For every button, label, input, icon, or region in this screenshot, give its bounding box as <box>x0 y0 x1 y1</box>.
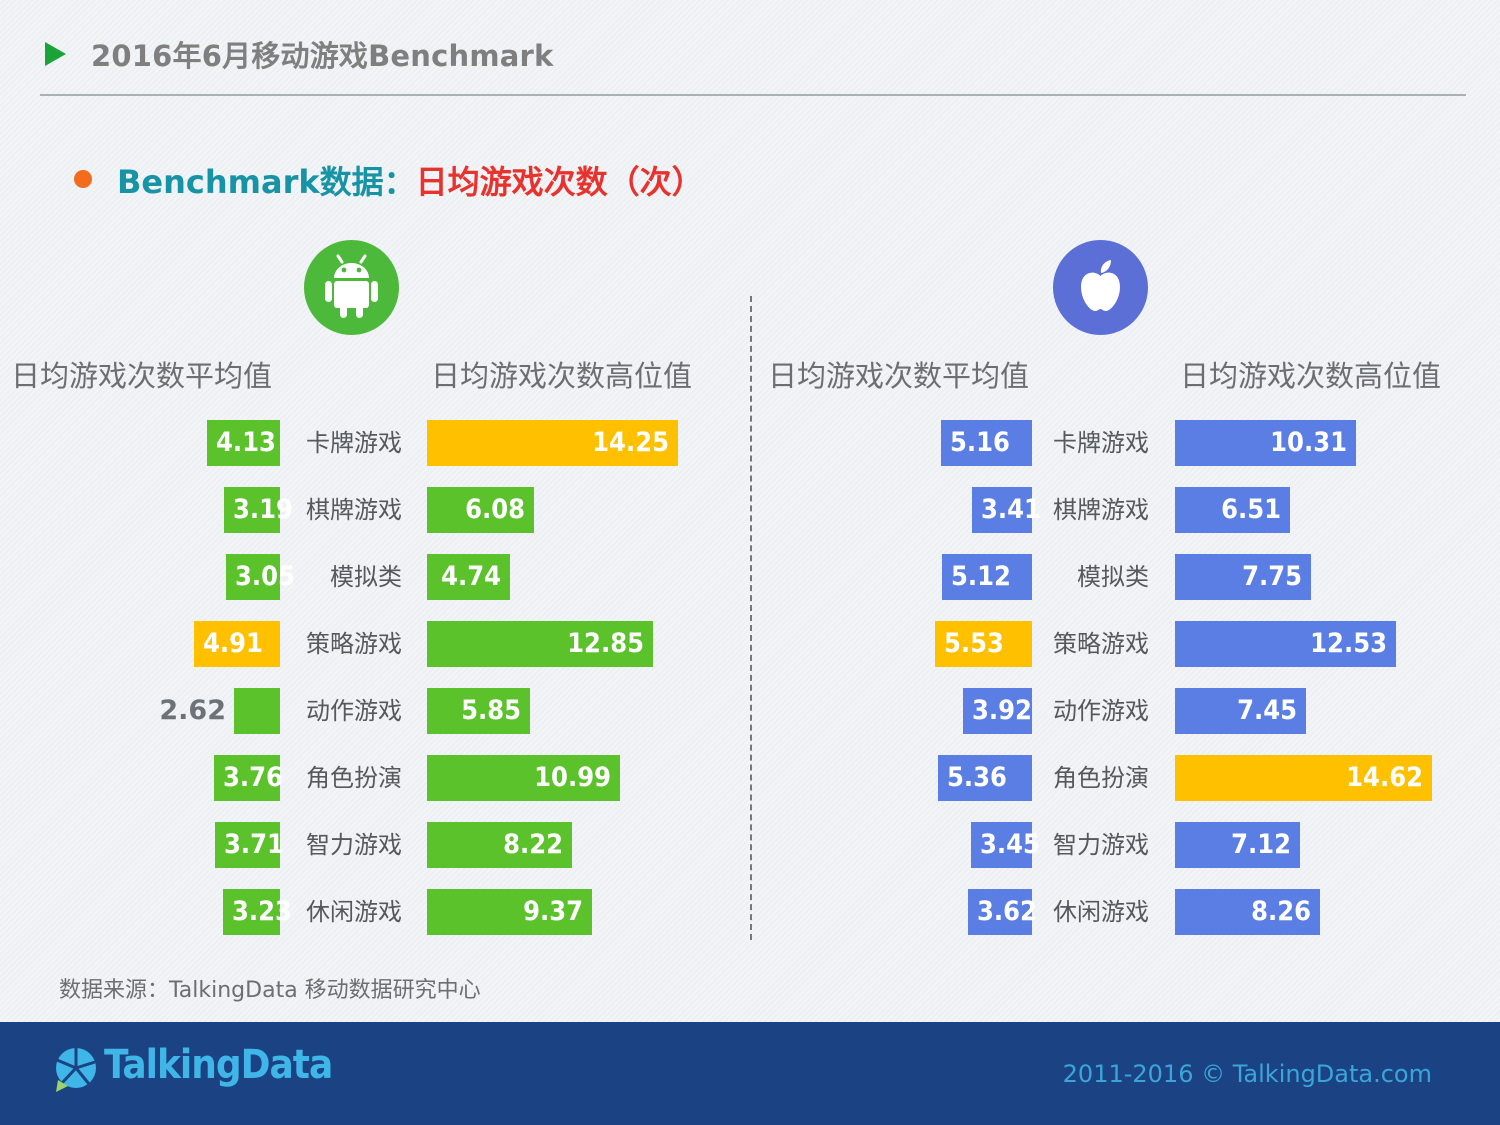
android-category-label: 休闲游戏 <box>306 898 402 926</box>
ios-avg-bar: 3.92 <box>963 688 1032 734</box>
ios-high-bar: 7.45 <box>1175 688 1306 734</box>
android-avg-bar: 3.19 <box>224 487 293 533</box>
ios-category-label: 角色扮演 <box>1053 764 1149 792</box>
android-category-label: 智力游戏 <box>306 831 402 859</box>
ios-category-label: 策略游戏 <box>1053 630 1149 658</box>
ios-category-label: 模拟类 <box>1077 563 1149 591</box>
ios-category-label: 卡牌游戏 <box>1053 429 1149 457</box>
ios-avg-column-header: 日均游戏次数平均值 <box>768 359 1030 393</box>
android-avg-bar: 4.13 <box>207 420 280 466</box>
android-category-label: 策略游戏 <box>306 630 402 658</box>
ios-high-bar: 12.53 <box>1175 621 1396 667</box>
android-high-bar: 9.37 <box>427 889 592 935</box>
play-triangle-icon <box>45 42 66 66</box>
ios-high-bar: 10.31 <box>1175 420 1356 466</box>
subtitle-metric: 日均游戏次数（次） <box>415 163 704 201</box>
android-category-label: 动作游戏 <box>306 697 402 725</box>
footer-logo-text: TalkingData <box>104 1042 333 1088</box>
ios-high-bar: 14.62 <box>1175 755 1432 801</box>
platform-divider <box>750 296 752 940</box>
data-source: 数据来源：TalkingData 移动数据研究中心 <box>59 978 481 1003</box>
subtitle-prefix: Benchmark数据： <box>117 163 416 201</box>
android-icon <box>304 240 399 335</box>
ios-avg-bar: 5.36 <box>938 755 1032 801</box>
android-category-label: 模拟类 <box>330 563 402 591</box>
android-avg-bar: 3.05 <box>226 554 295 600</box>
ios-avg-bar: 5.12 <box>942 554 1032 600</box>
copyright: 2011-2016 © TalkingData.com <box>1062 1060 1432 1088</box>
android-avg-bar: 3.76 <box>214 755 283 801</box>
android-category-label: 角色扮演 <box>306 764 402 792</box>
android-high-bar: 12.85 <box>427 621 653 667</box>
ios-avg-bar: 3.62 <box>968 889 1037 935</box>
section-subtitle: Benchmark数据：日均游戏次数（次） <box>117 157 704 203</box>
ios-high-bar: 6.51 <box>1175 487 1290 533</box>
android-high-bar: 10.99 <box>427 755 620 801</box>
ios-high-bar: 7.12 <box>1175 822 1300 868</box>
page-title: 2016年6月移动游戏Benchmark <box>91 39 554 73</box>
ios-category-label: 棋牌游戏 <box>1053 496 1149 524</box>
android-avg-value-label: 2.62 <box>159 695 226 726</box>
ios-avg-bar: 3.45 <box>971 822 1040 868</box>
ios-avg-bar: 3.41 <box>972 487 1041 533</box>
talkingdata-logo-icon <box>56 1048 96 1092</box>
android-high-bar: 8.22 <box>427 822 572 868</box>
android-avg-bar: 4.91 <box>194 621 280 667</box>
android-category-label: 棋牌游戏 <box>306 496 402 524</box>
android-high-bar: 14.25 <box>427 420 678 466</box>
android-avg-bar <box>234 688 280 734</box>
footer <box>0 1022 1500 1125</box>
android-high-column-header: 日均游戏次数高位值 <box>431 359 693 393</box>
bullet-dot-icon <box>74 170 92 188</box>
apple-icon <box>1053 240 1148 335</box>
android-high-bar: 6.08 <box>427 487 534 533</box>
android-category-label: 卡牌游戏 <box>306 429 402 457</box>
android-high-bar: 4.74 <box>427 554 510 600</box>
ios-avg-bar: 5.16 <box>941 420 1032 466</box>
android-avg-bar: 3.23 <box>223 889 292 935</box>
ios-category-label: 休闲游戏 <box>1053 898 1149 926</box>
ios-category-label: 动作游戏 <box>1053 697 1149 725</box>
ios-high-bar: 8.26 <box>1175 889 1320 935</box>
header-divider <box>40 94 1466 96</box>
ios-high-column-header: 日均游戏次数高位值 <box>1180 359 1442 393</box>
ios-category-label: 智力游戏 <box>1053 831 1149 859</box>
header: 2016年6月移动游戏Benchmark <box>0 0 1500 100</box>
ios-avg-bar: 5.53 <box>935 621 1032 667</box>
android-avg-bar: 3.71 <box>215 822 284 868</box>
android-high-bar: 5.85 <box>427 688 530 734</box>
ios-high-bar: 7.75 <box>1175 554 1311 600</box>
android-avg-column-header: 日均游戏次数平均值 <box>11 359 273 393</box>
